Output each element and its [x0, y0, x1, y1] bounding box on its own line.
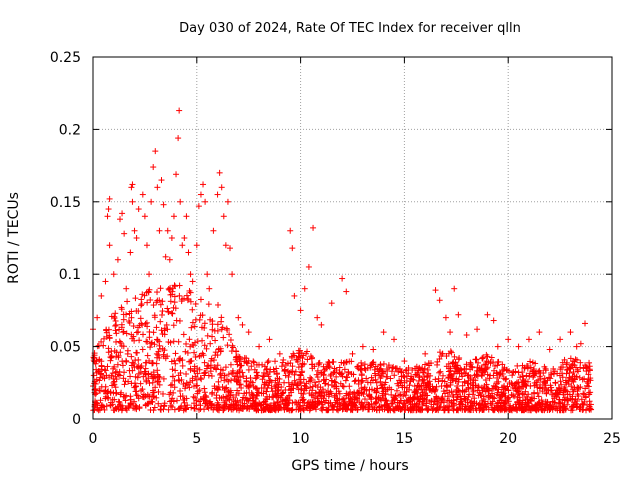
chart-title: Day 030 of 2024, Rate Of TEC Index for r…: [179, 21, 521, 36]
data-points: [90, 107, 595, 414]
grid-lines: [93, 57, 612, 419]
